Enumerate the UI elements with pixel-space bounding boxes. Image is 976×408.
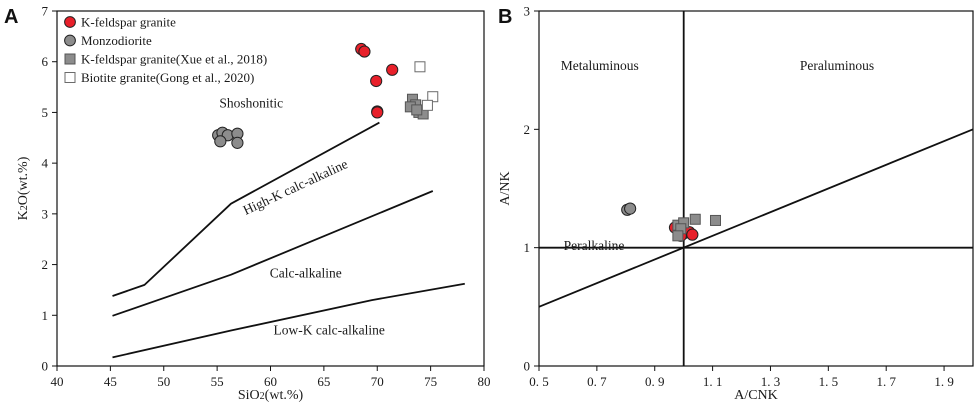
x-tick-label: 1. 9 xyxy=(934,374,954,389)
x-tick-label: 70 xyxy=(371,374,384,389)
x-tick-label: 1. 1 xyxy=(703,374,723,389)
y-axis-title: K2O(wt.%) xyxy=(16,156,31,220)
data-point-2 xyxy=(411,104,423,116)
data-point-1 xyxy=(231,136,244,149)
y-tick-label: 1 xyxy=(524,240,531,255)
panel-b: B 0. 5 0. 7 0. 9 1. 1 1. 3 1. 5 1. 7 1. 9 0 1 2 3 A/C… xyxy=(498,4,974,403)
y-tick-label: 6 xyxy=(42,54,49,69)
panel-label: B xyxy=(498,6,512,28)
boundary-line-middle xyxy=(112,190,434,317)
x-tick-label: 1. 5 xyxy=(819,374,839,389)
data-point-0 xyxy=(686,228,699,241)
y-tick-label: 7 xyxy=(42,4,49,19)
x-tick-label: 1. 3 xyxy=(761,374,781,389)
legend-label: Monzodiorite xyxy=(81,33,152,48)
x-tick-label: 0. 7 xyxy=(587,374,607,389)
y-tick-label: 4 xyxy=(42,156,49,171)
x-tick-label: 80 xyxy=(478,374,491,389)
panel-a: A40 45 50 55 60 65 70 75 8001234567SiO2(wt.%)K2O… xyxy=(4,4,491,404)
plot-frame xyxy=(538,10,974,367)
field-label: High-K calc-alkaline xyxy=(241,156,350,218)
data-point-1 xyxy=(214,135,227,148)
x-tick-label: 0. 5 xyxy=(529,374,549,389)
x-tick-label: 75 xyxy=(424,374,437,389)
y-tick-label: 0 xyxy=(42,359,49,374)
legend-label: K-feldspar granite xyxy=(81,15,176,30)
x-tick-label: 50 xyxy=(157,374,170,389)
legend-label: K-feldspar granite(Xue et al., 2018) xyxy=(81,52,267,67)
y-tick-label: 5 xyxy=(42,105,49,120)
x-tick-label: 65 xyxy=(317,374,330,389)
data-point-1 xyxy=(624,202,637,215)
legend-marker xyxy=(64,16,76,28)
x-tick-label: 60 xyxy=(264,374,277,389)
y-tick-label: 0 xyxy=(524,359,531,374)
field-label: Peraluminous xyxy=(800,58,874,73)
legend-marker xyxy=(64,53,76,65)
data-point-2 xyxy=(672,230,684,242)
data-point-2 xyxy=(689,213,701,225)
boundary-line-lower xyxy=(112,282,465,359)
x-tick-label: 45 xyxy=(104,374,117,389)
boundary-line-diagonal xyxy=(538,128,974,308)
x-tick-label: 40 xyxy=(51,374,64,389)
data-point-0 xyxy=(370,74,383,88)
x-tick-label: 0. 9 xyxy=(645,374,665,389)
field-label: Shoshonitic xyxy=(219,95,283,110)
field-label: Low-K calc-alkaline xyxy=(274,323,385,338)
data-point-2 xyxy=(709,214,721,226)
y-axis-title: A/NK xyxy=(498,171,513,205)
y-tick-label: 3 xyxy=(524,4,531,19)
x-axis-title: A/CNK xyxy=(734,388,778,403)
field-label: Peralkaline xyxy=(564,238,625,253)
data-point-0 xyxy=(358,45,371,58)
data-point-0 xyxy=(386,63,399,76)
field-label: Calc-alkaline xyxy=(270,265,342,280)
boundary-line-upper xyxy=(112,121,380,297)
legend-label: Biotite granite(Gong et al., 2020) xyxy=(81,70,254,85)
y-tick-label: 1 xyxy=(42,308,49,323)
data-point-3 xyxy=(421,99,433,111)
data-point-0 xyxy=(371,106,384,119)
x-axis-title: SiO2(wt.%) xyxy=(238,388,304,403)
data-point-3 xyxy=(414,61,426,73)
y-tick-label: 3 xyxy=(42,206,49,221)
y-tick-label: 2 xyxy=(524,122,531,137)
x-tick-label: 1. 7 xyxy=(876,374,896,389)
x-tick-label: 55 xyxy=(211,374,224,389)
panel-label: A xyxy=(4,6,18,28)
field-label: Metaluminous xyxy=(561,58,639,73)
legend-marker xyxy=(64,34,76,47)
legend-marker xyxy=(64,72,76,83)
y-tick-label: 2 xyxy=(42,257,49,272)
